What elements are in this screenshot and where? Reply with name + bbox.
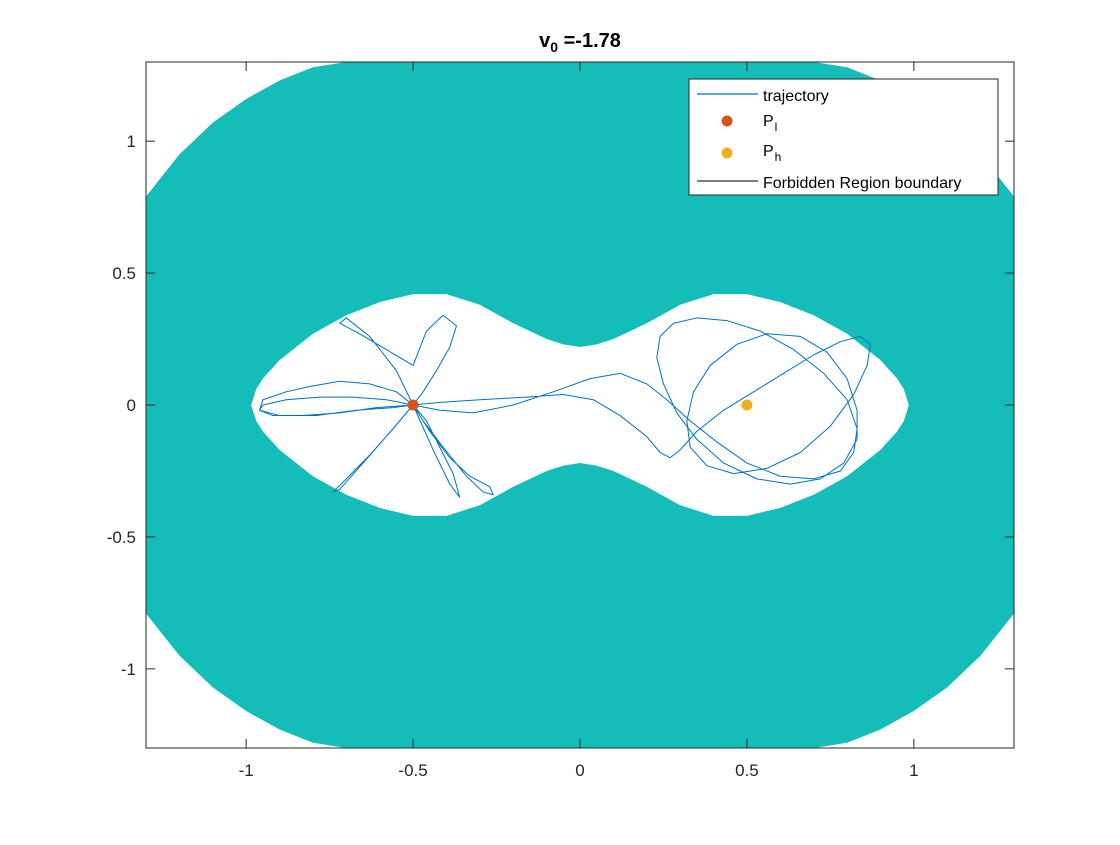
title-subscript: 0	[550, 39, 558, 55]
y-tick-label: 1	[127, 132, 136, 151]
plot-area	[146, 62, 1014, 748]
x-tick-label: 0	[575, 761, 584, 780]
point-p-h	[741, 399, 753, 411]
legend-item-p-h: Ph	[721, 143, 781, 164]
legend-label-trajectory: trajectory	[763, 88, 829, 105]
trajectory-line	[259, 314, 871, 498]
title-rest: =-1.78	[558, 30, 621, 52]
y-tick-label: -1	[121, 660, 136, 679]
x-tick-label: -0.5	[398, 761, 427, 780]
point-p-l	[407, 399, 419, 411]
legend-swatch-p-h	[721, 147, 733, 159]
title-main: v	[539, 30, 551, 52]
legend-item-boundary: Forbidden Region boundary	[697, 175, 961, 192]
x-tick-label: 1	[909, 761, 918, 780]
y-tick-label: 0	[127, 396, 136, 415]
legend-item-p-l: Pl	[721, 113, 777, 134]
legend-box	[688, 78, 999, 196]
legend-swatch-p-l	[721, 115, 733, 127]
y-tick-label: -0.5	[107, 528, 136, 547]
legend-label-boundary: Forbidden Region boundary	[763, 175, 961, 192]
legend-item-trajectory: trajectory	[697, 88, 829, 105]
y-tick-label: 0.5	[112, 264, 136, 283]
legend-label-p-l: Pl	[763, 113, 777, 134]
legend-label-p-h: Ph	[763, 143, 781, 164]
x-tick-label: -1	[239, 761, 254, 780]
x-axis: -1 -0.5 0 0.5 1	[239, 62, 919, 780]
forbidden-region	[146, 62, 1014, 748]
legend: trajectory Pl Ph Forbidden Region bounda…	[688, 78, 999, 196]
chart-title: v0 =-1.78	[539, 30, 621, 55]
x-tick-label: 0.5	[735, 761, 759, 780]
y-axis: -1 -0.5 0 0.5 1	[107, 132, 1014, 679]
